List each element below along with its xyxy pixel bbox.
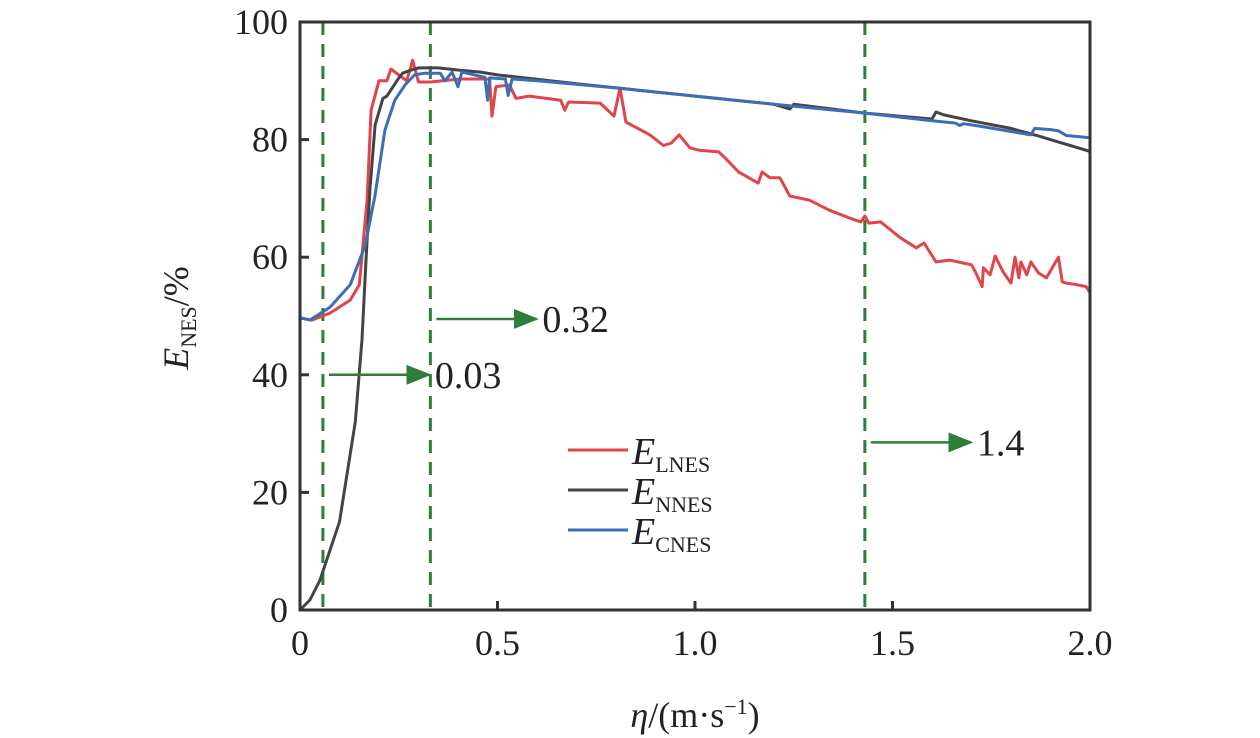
- y-tick-label: 80: [252, 120, 288, 160]
- y-tick-label: 60: [252, 237, 288, 277]
- annotation-label: 1.4: [977, 422, 1025, 464]
- y-axis-label: ENES/%: [156, 266, 201, 371]
- legend-label: ENNES: [631, 471, 713, 517]
- x-axis-label: η/(m·s−1): [630, 694, 759, 735]
- legend-label: ECNES: [631, 511, 711, 557]
- axis-ticks: 0 0.5 1.0 1.5 2.0 0 20 40 60 80 100: [234, 2, 1113, 663]
- x-tick-label: 2.0: [1068, 623, 1113, 663]
- x-tick-label: 1.0: [673, 623, 718, 663]
- x-tick-label: 1.5: [870, 623, 915, 663]
- y-tick-label: 40: [252, 355, 288, 395]
- series-line-lnes: [299, 58, 1092, 322]
- series-line-nnes: [298, 66, 1091, 612]
- annotations: 0.03 0.32 1.4: [328, 299, 1025, 464]
- annotation-label: 0.32: [542, 299, 609, 341]
- x-tick-label: 0: [291, 623, 309, 663]
- series-lines: [298, 58, 1092, 612]
- x-tick-label: 0.5: [475, 623, 520, 663]
- y-tick-label: 0: [270, 590, 288, 630]
- plot-frame: [298, 20, 1092, 612]
- series-line-cnes: [299, 70, 1091, 322]
- y-tick-label: 100: [234, 2, 288, 42]
- annotation-label: 0.03: [435, 355, 502, 397]
- y-tick-label: 20: [252, 472, 288, 512]
- legend-label: ELNES: [631, 431, 710, 477]
